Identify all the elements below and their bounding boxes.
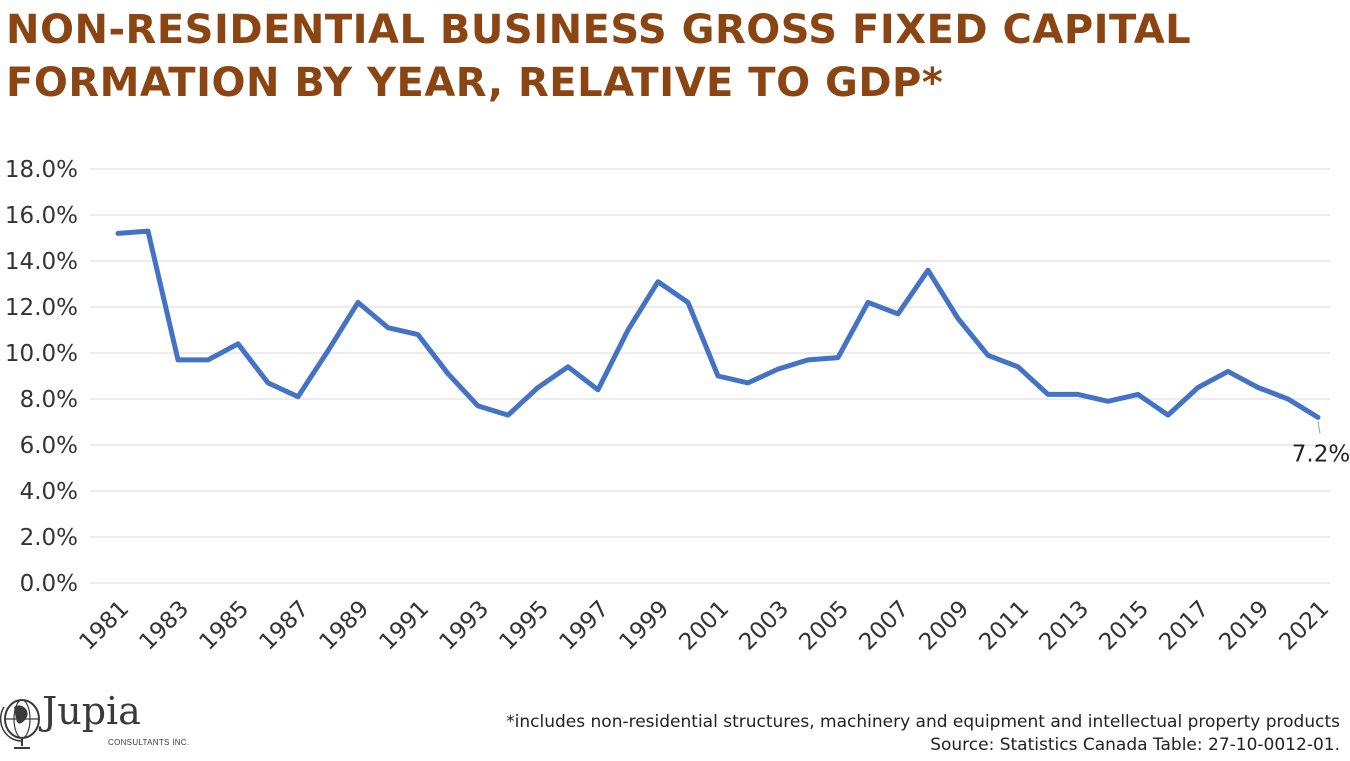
- y-tick-label: 8.0%: [20, 387, 78, 413]
- data-point: [686, 300, 690, 304]
- data-point: [926, 268, 930, 272]
- footnote-note: *includes non-residential structures, ma…: [506, 712, 1340, 732]
- data-point: [1286, 397, 1290, 401]
- x-tick-label: 1981: [74, 596, 134, 656]
- data-point: [1136, 392, 1140, 396]
- x-tick-label: 2009: [914, 596, 974, 656]
- data-point: [296, 395, 300, 399]
- y-tick-label: 2.0%: [20, 525, 78, 551]
- x-tick-label: 2015: [1094, 596, 1154, 656]
- x-tick-label: 2003: [734, 596, 794, 656]
- x-tick-label: 1987: [254, 596, 314, 656]
- data-point: [446, 372, 450, 376]
- data-point: [776, 367, 780, 371]
- x-tick-label: 2011: [974, 596, 1034, 656]
- y-tick-label: 10.0%: [5, 341, 78, 367]
- x-tick-label: 1991: [374, 596, 434, 656]
- data-point: [956, 317, 960, 320]
- data-point: [1196, 386, 1200, 389]
- y-tick-label: 0.0%: [20, 571, 78, 597]
- data-point: [866, 300, 870, 304]
- data-point: [746, 381, 750, 385]
- chart-title-line1: NON-RESIDENTIAL BUSINESS GROSS FIXED CAP…: [6, 7, 1192, 53]
- data-point: [1016, 365, 1020, 369]
- x-tick-label: 1985: [194, 596, 254, 656]
- x-tick-label: 2019: [1214, 596, 1274, 656]
- data-point: [116, 231, 120, 235]
- x-tick-label: 1993: [434, 596, 494, 656]
- data-point: [836, 356, 840, 360]
- data-point: [1226, 369, 1230, 373]
- footnote: *includes non-residential structures, ma…: [506, 711, 1340, 757]
- data-point: [266, 381, 270, 385]
- x-tick-label: 2001: [674, 596, 734, 656]
- logo-wordmark: Jupia: [42, 689, 141, 733]
- globe-icon: [0, 699, 40, 749]
- x-tick-label: 2005: [794, 596, 854, 656]
- x-tick-label: 2007: [854, 596, 914, 656]
- data-point: [986, 353, 990, 357]
- data-point: [476, 404, 480, 408]
- x-tick-label: 1989: [314, 596, 374, 656]
- data-point: [896, 312, 900, 316]
- data-point: [716, 374, 720, 378]
- data-point: [1256, 386, 1260, 389]
- y-tick-label: 4.0%: [20, 479, 78, 505]
- y-tick-label: 14.0%: [5, 249, 78, 275]
- data-point: [356, 300, 360, 304]
- y-tick-label: 12.0%: [5, 295, 78, 321]
- data-point: [206, 358, 210, 362]
- y-tick-label: 6.0%: [20, 433, 78, 459]
- data-point: [1106, 399, 1110, 403]
- data-point: [176, 358, 180, 362]
- data-point: [386, 326, 390, 330]
- chart-title: NON-RESIDENTIAL BUSINESS GROSS FIXED CAP…: [6, 4, 1306, 110]
- data-point: [236, 342, 240, 346]
- data-point: [1046, 392, 1050, 396]
- logo-subtitle: CONSULTANTS INC.: [108, 738, 190, 747]
- x-tick-label: 2013: [1034, 596, 1094, 656]
- x-tick-label: 2017: [1154, 596, 1214, 656]
- data-point: [1076, 392, 1080, 396]
- data-point: [1166, 413, 1170, 417]
- x-tick-label: 1983: [134, 596, 194, 656]
- footnote-source: Source: Statistics Canada Table: 27-10-0…: [930, 735, 1340, 755]
- chart-title-line2: FORMATION BY YEAR, RELATIVE TO GDP*: [6, 60, 944, 106]
- y-tick-label: 16.0%: [5, 203, 78, 229]
- annotation-leader: [1317, 421, 1321, 434]
- data-point: [656, 280, 660, 284]
- data-point: [146, 229, 150, 233]
- x-tick-label: 1995: [494, 596, 554, 656]
- series-line: [115, 228, 1321, 420]
- data-point: [536, 386, 540, 389]
- x-tick-label: 1999: [614, 596, 674, 656]
- data-point: [626, 328, 630, 332]
- data-point: [596, 388, 600, 392]
- data-point: [506, 413, 510, 417]
- x-tick-label: 2021: [1274, 596, 1334, 656]
- company-logo: Jupia CONSULTANTS INC.: [0, 689, 200, 753]
- data-point: [566, 365, 570, 369]
- data-point: [1316, 415, 1320, 419]
- data-point: [416, 333, 420, 337]
- x-tick-label: 1997: [554, 596, 614, 656]
- data-label: 7.2%: [1292, 441, 1350, 467]
- data-point: [326, 349, 330, 353]
- data-point: [806, 358, 810, 362]
- y-tick-label: 18.0%: [5, 157, 78, 183]
